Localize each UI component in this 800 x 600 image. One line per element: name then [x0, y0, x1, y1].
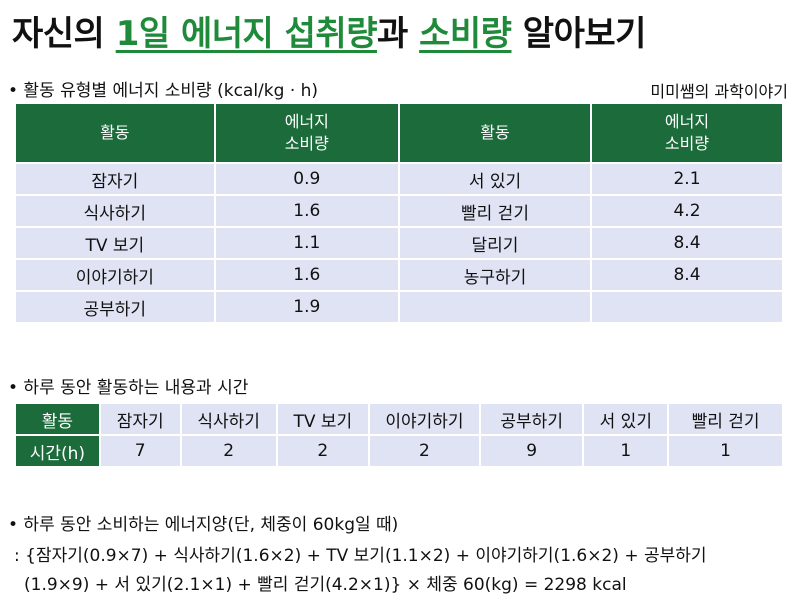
table-header-row: 활동 에너지 소비량 활동 에너지 소비량	[16, 104, 782, 162]
activity-cell: 공부하기	[480, 404, 583, 434]
title-part3: 과	[376, 14, 420, 54]
activity-cell: 잠자기	[100, 404, 180, 434]
value-cell: 4.2	[591, 196, 782, 226]
hours-row: 시간(h) 7 2 2 2 9 1 1	[16, 436, 782, 466]
hours-cell: 2	[277, 436, 368, 466]
hours-cell: 2	[181, 436, 276, 466]
title-intake: 1일 에너지 섭취량	[115, 14, 378, 54]
value-cell	[591, 292, 782, 322]
value-cell: 1.6	[215, 196, 398, 226]
value-cell: 8.4	[591, 260, 782, 290]
table-row: 공부하기 1.9	[16, 292, 782, 322]
hours-cell: 1	[669, 436, 782, 466]
title-consumption: 소비량	[419, 14, 512, 54]
credit-text: 미미쌤의 과학이야기	[650, 82, 788, 101]
activity-cell: 식사하기	[16, 196, 214, 226]
hours-cell: 9	[480, 436, 583, 466]
title-part5: 알아보기	[511, 14, 647, 54]
table-row: 식사하기 1.6 빨리 걷기 4.2	[16, 196, 782, 226]
activity-cell	[399, 292, 590, 322]
activity-cell: 농구하기	[399, 260, 590, 290]
activity-cell: 빨리 걷기	[399, 196, 590, 226]
activity-cell: 잠자기	[16, 164, 214, 194]
section1-heading: • 활동 유형별 에너지 소비량 (kcal/kg · h)	[8, 81, 319, 101]
activity-cell: TV 보기	[277, 404, 368, 434]
header-activity-1: 활동	[16, 104, 214, 162]
value-cell: 2.1	[591, 164, 782, 194]
activity-cell: TV 보기	[16, 228, 214, 258]
title-part1: 자신의	[12, 14, 116, 54]
hours-cell: 2	[369, 436, 479, 466]
value-cell: 1.9	[215, 292, 398, 322]
daily-activity-table: 활동 잠자기 식사하기 TV 보기 이야기하기 공부하기 서 있기 빨리 걷기 …	[14, 402, 784, 468]
value-cell: 1.1	[215, 228, 398, 258]
value-cell: 1.6	[215, 260, 398, 290]
activity-cell: 빨리 걷기	[669, 404, 782, 434]
section2-heading: • 하루 동안 활동하는 내용과 시간	[8, 378, 249, 398]
formula-line-1: : {잠자기(0.9×7) + 식사하기(1.6×2) + TV 보기(1.1×…	[14, 546, 707, 566]
activity-cell: 식사하기	[181, 404, 276, 434]
table-row: 잠자기 0.9 서 있기 2.1	[16, 164, 782, 194]
activity-cell: 이야기하기	[369, 404, 479, 434]
header-energy-2: 에너지 소비량	[591, 104, 782, 162]
activity-cell: 서 있기	[399, 164, 590, 194]
value-cell: 0.9	[215, 164, 398, 194]
activity-row: 활동 잠자기 식사하기 TV 보기 이야기하기 공부하기 서 있기 빨리 걷기	[16, 404, 782, 434]
formula-line-2: (1.9×9) + 서 있기(2.1×1) + 빨리 걷기(4.2×1)} × …	[24, 575, 627, 595]
header-activity-2: 활동	[399, 104, 590, 162]
table-row: 이야기하기 1.6 농구하기 8.4	[16, 260, 782, 290]
table-row: TV 보기 1.1 달리기 8.4	[16, 228, 782, 258]
row-label-time: 시간(h)	[16, 436, 99, 466]
activity-cell: 서 있기	[584, 404, 668, 434]
hours-cell: 1	[584, 436, 668, 466]
row-label-activity: 활동	[16, 404, 99, 434]
page-title: 자신의 1일 에너지 섭취량과 소비량 알아보기	[12, 6, 646, 55]
activity-cell: 달리기	[399, 228, 590, 258]
section3-heading: • 하루 동안 소비하는 에너지양(단, 체중이 60kg일 때)	[8, 515, 399, 535]
energy-consumption-table: 활동 에너지 소비량 활동 에너지 소비량 잠자기 0.9 서 있기 2.1 식사하…	[14, 102, 784, 324]
header-energy-1: 에너지 소비량	[215, 104, 398, 162]
hours-cell: 7	[100, 436, 180, 466]
activity-cell: 이야기하기	[16, 260, 214, 290]
value-cell: 8.4	[591, 228, 782, 258]
activity-cell: 공부하기	[16, 292, 214, 322]
